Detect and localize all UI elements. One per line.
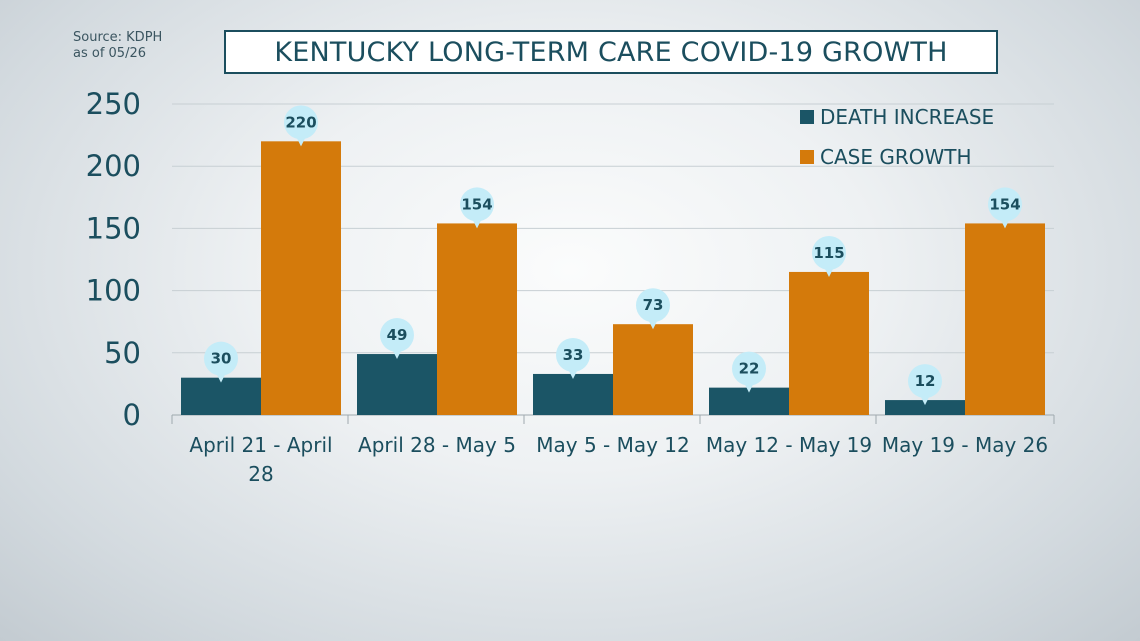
bar-death-increase bbox=[533, 373, 613, 415]
data-label: 220 bbox=[285, 113, 316, 131]
data-label: 73 bbox=[643, 296, 664, 314]
data-labels: 30 49 33 22 12 220 154 73 115 154 bbox=[204, 105, 1022, 406]
y-tick-label: 250 bbox=[86, 87, 141, 121]
label-bubble-pointer bbox=[647, 317, 659, 330]
data-label: 33 bbox=[563, 346, 584, 364]
x-tick-label: April 21 - April bbox=[189, 433, 332, 457]
data-label-bubble: 49 bbox=[380, 318, 414, 360]
label-bubble-pointer bbox=[391, 347, 403, 360]
bar-case-growth bbox=[789, 271, 869, 415]
x-tick-label: April 28 - May 5 bbox=[358, 433, 516, 457]
label-bubble-pointer bbox=[823, 264, 835, 277]
y-tick-label: 100 bbox=[86, 274, 141, 308]
label-bubble bbox=[460, 187, 494, 222]
chart-title: KENTUCKY LONG-TERM CARE COVID-19 GROWTH bbox=[274, 36, 948, 68]
data-label-bubble: 30 bbox=[204, 341, 238, 383]
chart-title-box: KENTUCKY LONG-TERM CARE COVID-19 GROWTH bbox=[224, 30, 998, 74]
label-bubble bbox=[556, 337, 590, 372]
data-label: 154 bbox=[989, 195, 1020, 213]
legend: DEATH INCREASE CASE GROWTH bbox=[800, 105, 994, 169]
label-bubble-pointer bbox=[471, 216, 483, 229]
x-tick-label: 28 bbox=[248, 462, 273, 486]
label-bubble bbox=[284, 105, 318, 140]
label-bubble-pointer bbox=[215, 370, 227, 383]
bar-case-growth bbox=[965, 223, 1045, 415]
bar-case-growth bbox=[613, 324, 693, 415]
label-bubble bbox=[908, 364, 942, 399]
label-bubble-pointer bbox=[295, 134, 307, 147]
bars bbox=[181, 141, 1045, 415]
data-label: 12 bbox=[915, 372, 936, 390]
x-axis: April 21 - April 28 April 28 - May 5 May 5 … bbox=[171, 415, 1055, 486]
bar-death-increase bbox=[885, 400, 965, 415]
label-bubble bbox=[988, 187, 1022, 222]
data-label-bubble: 33 bbox=[556, 337, 590, 379]
data-label: 154 bbox=[461, 195, 492, 213]
data-label: 115 bbox=[813, 244, 844, 262]
x-tick-label: May 19 - May 26 bbox=[882, 433, 1048, 457]
source-line-2: as of 05/26 bbox=[73, 46, 146, 61]
source-note: Source: KDPH as of 05/26 bbox=[73, 30, 162, 62]
data-label-bubble: 154 bbox=[460, 187, 494, 229]
legend-swatch bbox=[800, 110, 814, 124]
data-label: 22 bbox=[739, 360, 760, 378]
label-bubble bbox=[380, 318, 414, 353]
data-label: 30 bbox=[211, 350, 232, 368]
y-tick-label: 0 bbox=[123, 398, 141, 432]
label-bubble-pointer bbox=[567, 366, 579, 379]
x-tick-label: May 12 - May 19 bbox=[706, 433, 872, 457]
y-axis: 0 50 100 150 200 250 bbox=[86, 87, 141, 432]
bar-death-increase bbox=[357, 354, 437, 415]
data-label-bubble: 22 bbox=[732, 351, 766, 393]
source-line-1: Source: KDPH bbox=[73, 30, 163, 45]
label-bubble bbox=[636, 288, 670, 323]
y-tick-label: 150 bbox=[86, 211, 141, 245]
legend-swatch bbox=[800, 150, 814, 164]
label-bubble-pointer bbox=[919, 393, 931, 406]
y-tick-label: 200 bbox=[86, 149, 141, 183]
label-bubble bbox=[732, 351, 766, 386]
y-tick-label: 50 bbox=[104, 336, 141, 370]
data-label-bubble: 73 bbox=[636, 288, 670, 330]
data-label-bubble: 115 bbox=[812, 235, 846, 277]
bar-death-increase bbox=[181, 377, 261, 415]
data-label-bubble: 220 bbox=[284, 105, 318, 147]
bar-case-growth bbox=[261, 141, 341, 415]
x-tick-label: May 5 - May 12 bbox=[536, 433, 690, 457]
legend-label: CASE GROWTH bbox=[820, 145, 972, 169]
data-label: 49 bbox=[387, 326, 408, 344]
data-label-bubble: 154 bbox=[988, 187, 1022, 229]
data-label-bubble: 12 bbox=[908, 364, 942, 406]
label-bubble bbox=[204, 341, 238, 376]
label-bubble-pointer bbox=[999, 216, 1011, 229]
label-bubble bbox=[812, 235, 846, 270]
legend-label: DEATH INCREASE bbox=[820, 105, 994, 129]
bar-case-growth bbox=[437, 223, 517, 415]
label-bubble-pointer bbox=[743, 380, 755, 393]
